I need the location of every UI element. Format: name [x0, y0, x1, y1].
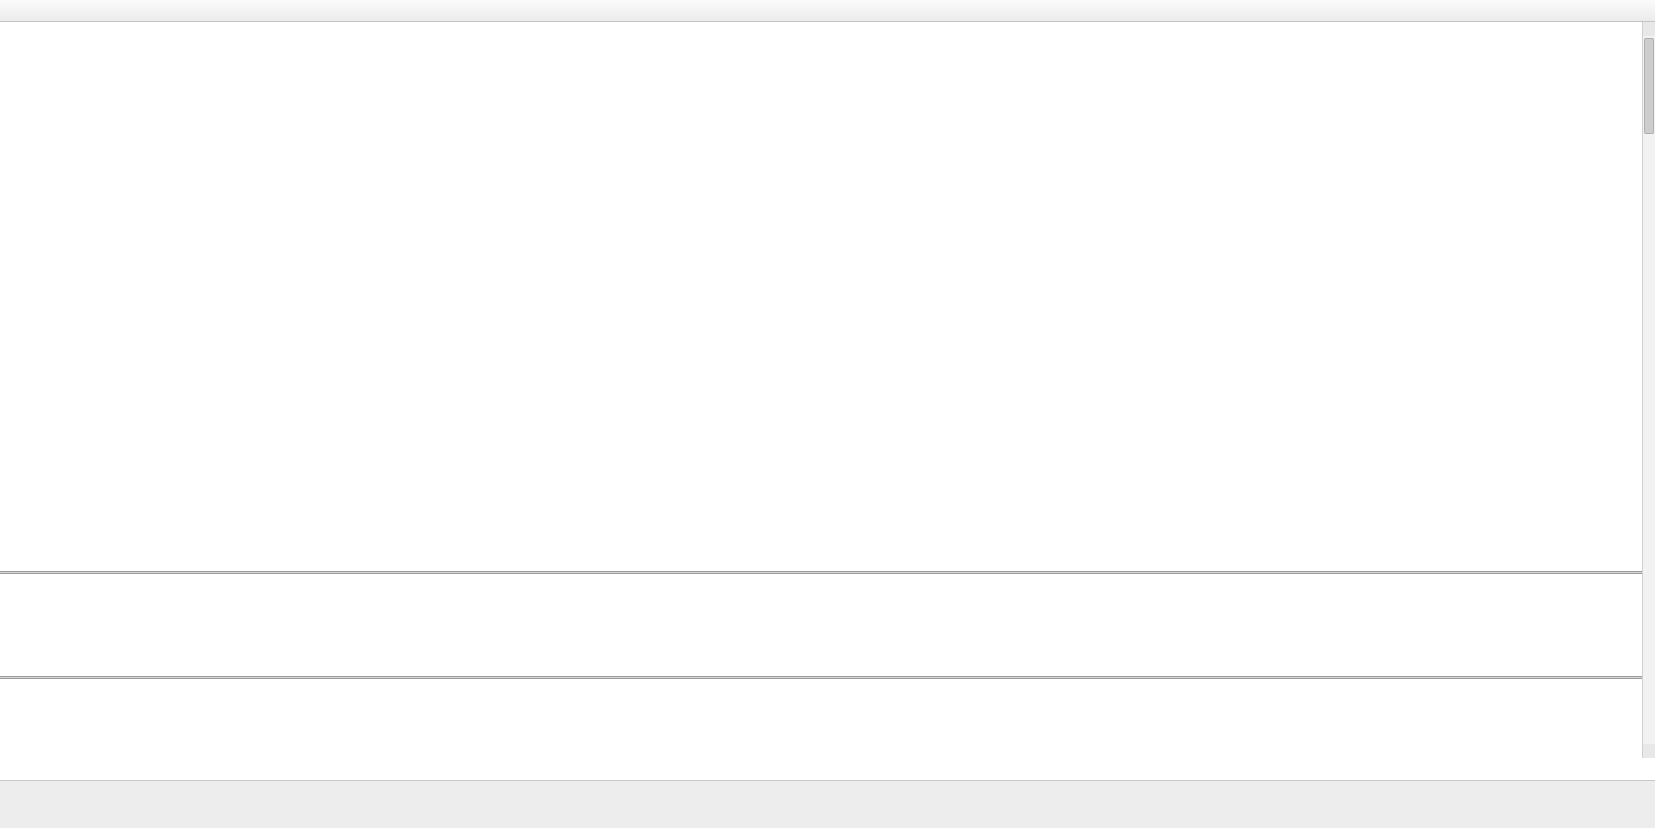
- macd-header: [6, 576, 18, 589]
- panel-separator[interactable]: [0, 571, 1642, 574]
- chart-window: [0, 22, 1655, 828]
- scrollbar-thumb[interactable]: [1644, 38, 1654, 134]
- rsi-panel-canvas[interactable]: [0, 679, 1642, 758]
- macd-panel-canvas[interactable]: [0, 574, 1642, 676]
- panel-separator[interactable]: [0, 676, 1642, 679]
- chart-header: [6, 25, 15, 38]
- vertical-scrollbar[interactable]: [1642, 22, 1655, 758]
- status-area: [0, 780, 1655, 828]
- main-chart-canvas[interactable]: [0, 22, 1642, 571]
- toolbar: [0, 0, 1655, 22]
- time-axis[interactable]: [0, 758, 1655, 780]
- scrollbar-up-icon[interactable]: [1643, 22, 1655, 36]
- rsi-header: [6, 681, 12, 694]
- scrollbar-down-icon[interactable]: [1643, 744, 1655, 758]
